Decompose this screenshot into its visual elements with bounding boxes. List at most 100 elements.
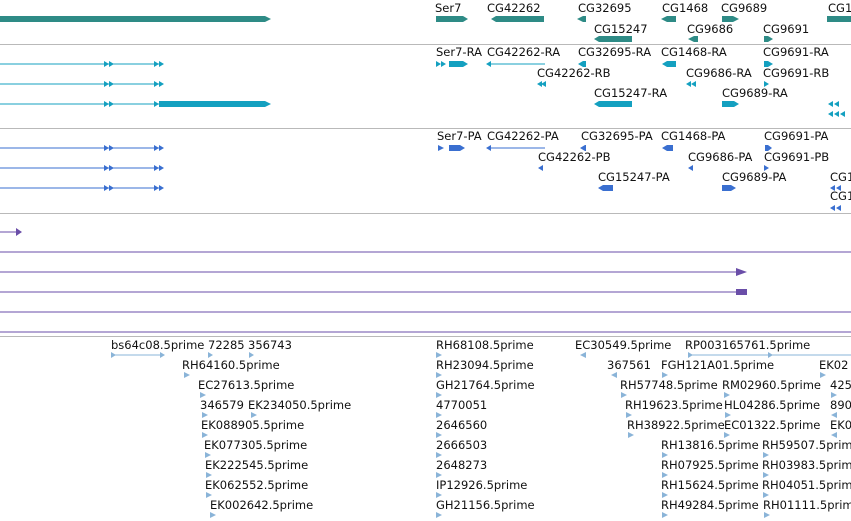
est-arrow[interactable]	[725, 412, 731, 418]
est-arrow[interactable]	[202, 432, 208, 438]
est-arrow[interactable]	[436, 352, 442, 358]
protein-glyph[interactable]	[836, 205, 841, 211]
est-label: RH57748.5prime	[620, 378, 718, 392]
gene-glyph[interactable]	[827, 16, 851, 22]
exon-arrow	[159, 81, 164, 87]
protein-glyph[interactable]	[438, 145, 444, 151]
est-arrow[interactable]	[662, 452, 668, 458]
est-arrow[interactable]	[688, 352, 693, 358]
est-arrow[interactable]	[436, 472, 442, 478]
transcript-glyph[interactable]	[691, 81, 696, 87]
est-arrow[interactable]	[436, 452, 442, 458]
est-arrow[interactable]	[251, 412, 257, 418]
est-arrow[interactable]	[580, 352, 586, 358]
est-arrow[interactable]	[184, 372, 190, 378]
est-arrow[interactable]	[763, 492, 769, 498]
est-arrow[interactable]	[626, 412, 632, 418]
est-arrow[interactable]	[436, 372, 442, 378]
exon-arrow	[154, 101, 159, 107]
exon-arrow	[104, 61, 109, 67]
transcript-glyph[interactable]	[537, 81, 542, 87]
est-arrow[interactable]	[208, 352, 213, 358]
est-arrow[interactable]	[206, 492, 212, 498]
exon-arrow	[154, 61, 159, 67]
gene-glyph[interactable]	[764, 36, 773, 42]
transcript-glyph[interactable]	[722, 101, 739, 107]
transcript-glyph[interactable]	[828, 101, 833, 107]
est-arrow[interactable]	[160, 352, 165, 358]
protein-glyph[interactable]	[836, 185, 841, 191]
est-arrow[interactable]	[831, 412, 837, 418]
transcript-glyph[interactable]	[828, 111, 833, 117]
protein-glyph[interactable]	[830, 185, 835, 191]
protein-glyph[interactable]	[538, 165, 543, 171]
est-arrow[interactable]	[662, 512, 668, 518]
transcript-glyph[interactable]	[486, 61, 491, 67]
protein-glyph[interactable]	[688, 165, 693, 171]
transcript-glyph[interactable]	[834, 101, 839, 107]
est-arrow[interactable]	[436, 412, 442, 418]
transcript-glyph[interactable]	[662, 61, 676, 67]
gene-label: CG9691	[763, 22, 810, 36]
protein-label: CG42262-PB	[538, 150, 611, 164]
transcript-glyph[interactable]	[594, 101, 632, 107]
gene-glyph[interactable]	[594, 36, 632, 42]
est-arrow[interactable]	[200, 392, 206, 398]
transcript-glyph[interactable]	[764, 81, 769, 87]
exon-arrow	[104, 145, 109, 151]
est-arrow[interactable]	[831, 432, 837, 438]
est-arrow[interactable]	[210, 512, 216, 518]
protein-glyph[interactable]	[580, 145, 586, 151]
exon-arrow	[109, 145, 114, 151]
protein-glyph[interactable]	[598, 185, 613, 191]
gene-glyph[interactable]	[661, 16, 676, 22]
gene-glyph[interactable]	[436, 16, 468, 22]
protein-glyph[interactable]	[449, 145, 465, 151]
est-arrow[interactable]	[662, 492, 668, 498]
est-arrow[interactable]	[436, 512, 442, 518]
protein-glyph[interactable]	[764, 165, 769, 171]
gene-glyph[interactable]	[722, 16, 739, 22]
gene-glyph[interactable]	[688, 36, 698, 42]
transcript-glyph[interactable]	[764, 61, 773, 67]
transcript-glyph[interactable]	[449, 61, 468, 67]
est-arrow[interactable]	[764, 512, 770, 518]
est-arrow[interactable]	[436, 432, 442, 438]
est-arrow[interactable]	[831, 392, 837, 398]
est-arrow[interactable]	[436, 492, 442, 498]
transcript-glyph[interactable]	[840, 111, 845, 117]
est-arrow[interactable]	[206, 472, 212, 478]
transcript-glyph[interactable]	[541, 81, 546, 87]
est-arrow[interactable]	[662, 472, 668, 478]
transcript-glyph[interactable]	[159, 101, 271, 107]
est-arrow[interactable]	[820, 372, 826, 378]
transcript-glyph[interactable]	[686, 81, 691, 87]
gene-glyph[interactable]	[577, 16, 586, 22]
est-arrow[interactable]	[662, 372, 668, 378]
transcript-glyph[interactable]	[578, 61, 586, 67]
track-divider	[0, 213, 851, 214]
est-arrow[interactable]	[724, 432, 730, 438]
est-arrow[interactable]	[768, 352, 773, 358]
protein-glyph[interactable]	[662, 145, 673, 151]
est-arrow[interactable]	[621, 392, 627, 398]
est-arrow[interactable]	[763, 452, 769, 458]
est-arrow[interactable]	[205, 452, 211, 458]
est-arrow[interactable]	[724, 392, 730, 398]
est-arrow[interactable]	[202, 412, 208, 418]
est-arrow[interactable]	[249, 352, 254, 358]
gene-glyph[interactable]	[0, 16, 271, 22]
est-arrow[interactable]	[763, 472, 769, 478]
est-arrow[interactable]	[628, 432, 634, 438]
transcript-glyph[interactable]	[441, 61, 446, 67]
transcript-glyph[interactable]	[834, 111, 839, 117]
protein-glyph[interactable]	[722, 185, 736, 191]
transcript-glyph[interactable]	[436, 61, 441, 67]
protein-glyph[interactable]	[486, 145, 491, 151]
est-arrow[interactable]	[436, 392, 442, 398]
est-arrow[interactable]	[611, 372, 617, 378]
gene-glyph[interactable]	[491, 16, 544, 22]
est-arrow[interactable]	[111, 352, 116, 358]
protein-glyph[interactable]	[765, 145, 772, 151]
protein-glyph[interactable]	[830, 205, 835, 211]
